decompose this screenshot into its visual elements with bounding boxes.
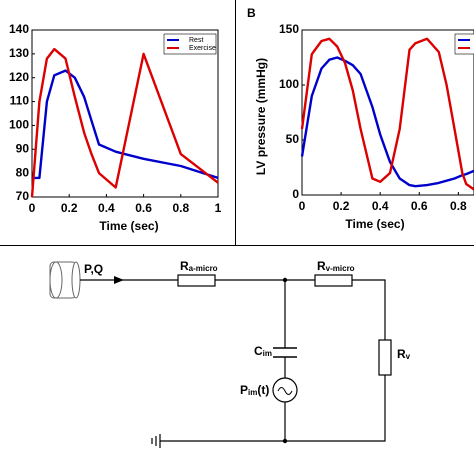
x-tick-label: 0.6	[135, 201, 152, 215]
node	[282, 438, 288, 444]
inlet-label: P,Q	[84, 262, 103, 276]
y-tick-label: 0	[292, 187, 299, 201]
label-main: R	[317, 259, 326, 273]
y-tick-label: 150	[279, 22, 299, 36]
line-series	[30, 47, 219, 198]
source-wave	[277, 387, 293, 395]
ground	[151, 434, 161, 448]
y-tick-label: 120	[9, 70, 29, 84]
line-series	[300, 56, 474, 188]
source-label: Pim(t)	[240, 383, 269, 397]
legend-label: Rest	[189, 37, 203, 44]
x-axis-label: Time (sec)	[99, 219, 158, 233]
y-axis-label: LV pressure (mmHg)	[254, 58, 268, 175]
flow-arrow	[114, 276, 124, 284]
resistor-label: Ra-micro	[180, 259, 218, 273]
label-main: R	[397, 347, 406, 361]
x-tick-label: 0.4	[98, 201, 115, 215]
resistor-label: Rv-micro	[317, 259, 355, 273]
wire	[80, 279, 386, 442]
panel-label: B	[247, 6, 256, 20]
x-tick-label: 0.8	[450, 199, 467, 213]
label-sub: im	[263, 349, 272, 358]
capacitor	[273, 347, 297, 358]
x-tick-label: 1	[215, 201, 222, 215]
y-tick-label: 100	[279, 77, 299, 91]
label-main: P	[240, 383, 248, 397]
plot-frame	[31, 29, 219, 198]
resistor	[378, 339, 392, 376]
x-tick-label: 0.6	[411, 199, 428, 213]
x-tick-label: 0.8	[172, 201, 189, 215]
node	[282, 277, 288, 283]
label-sub: im	[248, 388, 257, 397]
circuit: P,Q Ra-micro Rv-micro Cim Pim(t) Rv	[49, 259, 411, 448]
label-main: R	[180, 259, 189, 273]
label-tail: (t)	[257, 383, 269, 397]
label-main: C	[254, 344, 263, 358]
y-tick-label: 90	[16, 141, 30, 155]
y-tick-label: 70	[16, 189, 30, 203]
x-tick-label: 0	[29, 201, 36, 215]
x-tick-label: 0	[299, 199, 306, 213]
plot-frame	[301, 29, 474, 196]
y-tick-label: 130	[9, 46, 29, 60]
label-sub: v-micro	[326, 264, 355, 273]
resistor	[314, 274, 353, 287]
resistor-label: Rv	[397, 347, 411, 361]
label-sub: v	[406, 352, 411, 361]
vessel-inlet	[49, 261, 81, 299]
line-series	[300, 37, 474, 191]
legend-box	[454, 33, 474, 55]
x-tick-label: 0.2	[333, 199, 350, 213]
y-tick-label: 50	[286, 132, 300, 146]
label-sub: a-micro	[189, 264, 218, 273]
capacitor-label: Cim	[254, 344, 272, 358]
resistor	[177, 274, 216, 287]
line-series	[32, 69, 219, 180]
legend-label: Exercise	[189, 45, 216, 52]
y-tick-label: 80	[16, 165, 30, 179]
x-tick-label: 0.2	[61, 201, 78, 215]
x-tick-label: 0.4	[372, 199, 389, 213]
y-tick-label: 110	[10, 94, 30, 108]
y-tick-label: 100	[9, 118, 29, 132]
x-axis-label: Time (sec)	[345, 217, 404, 231]
y-tick-label: 140	[9, 22, 29, 36]
